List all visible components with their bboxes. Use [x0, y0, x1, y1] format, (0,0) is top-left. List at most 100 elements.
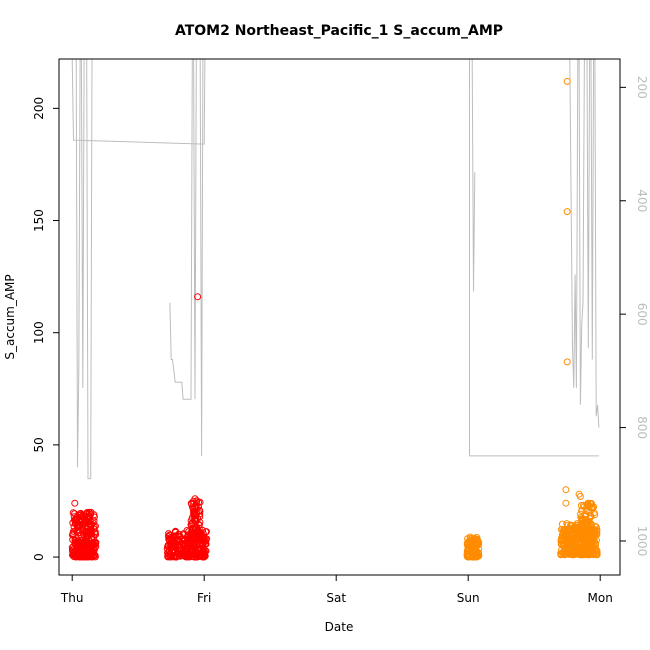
- data-point: [179, 530, 187, 538]
- data-point: [76, 522, 83, 530]
- data-point: [79, 541, 87, 549]
- data-point: [570, 546, 578, 554]
- depth-line-segment: [80, 58, 85, 388]
- data-point: [168, 543, 176, 551]
- data-point: [77, 545, 85, 553]
- data-point: [91, 538, 99, 546]
- data-point: [191, 547, 199, 554]
- y2-tick-label: 200: [635, 76, 649, 99]
- y-tick-label: 0: [32, 553, 46, 561]
- data-point: [69, 548, 77, 555]
- data-point: [172, 539, 180, 547]
- data-point: [77, 552, 85, 560]
- data-point: [70, 527, 77, 535]
- depth-line-segment: [469, 59, 599, 457]
- depth-line-segment: [193, 58, 197, 400]
- data-point: [199, 546, 207, 554]
- data-point: [578, 532, 585, 540]
- data-point: [164, 543, 172, 550]
- data-point: [74, 513, 81, 521]
- data-point: [563, 358, 571, 366]
- x-tick-label: Sat: [326, 591, 346, 605]
- data-point: [195, 535, 203, 543]
- data-point: [194, 546, 202, 554]
- data-point: [82, 516, 90, 524]
- data-point: [86, 530, 94, 538]
- data-point: [69, 509, 77, 517]
- data-point: [186, 551, 194, 559]
- data-point: [87, 510, 95, 518]
- data-point: [200, 552, 208, 560]
- data-point: [70, 551, 78, 559]
- data-point: [77, 540, 85, 548]
- data-point: [172, 553, 180, 561]
- data-point: [576, 493, 584, 500]
- data-point: [191, 495, 199, 503]
- data-point: [562, 499, 570, 507]
- depth-line-segment: [169, 58, 193, 400]
- data-point: [185, 542, 193, 550]
- x-tick-label: Mon: [588, 591, 613, 605]
- data-point: [587, 522, 595, 530]
- depth-line-segment: [471, 58, 476, 292]
- depth-line-segment: [569, 58, 579, 388]
- data-point: [589, 550, 597, 558]
- y-tick-label: 50: [32, 437, 46, 452]
- data-point: [589, 533, 597, 541]
- data-point: [190, 509, 198, 517]
- data-point: [585, 509, 593, 517]
- x-tick-label: Sun: [457, 591, 480, 605]
- data-point: [68, 544, 76, 552]
- data-point: [72, 553, 80, 561]
- data-point: [90, 546, 98, 554]
- data-point: [193, 509, 201, 517]
- y-tick-label: 200: [32, 97, 46, 120]
- plot-frame: [58, 58, 621, 576]
- depth-line-segment: [199, 58, 204, 456]
- data-point: [182, 553, 190, 561]
- data-point: [470, 542, 477, 550]
- data-point: [77, 515, 85, 523]
- chart-title: ATOM2 Northeast_Pacific_1 S_accum_AMP: [175, 23, 503, 39]
- y2-tick-label: 800: [635, 416, 649, 439]
- data-point: [196, 531, 203, 539]
- data-point: [578, 506, 586, 514]
- data-point: [557, 550, 565, 558]
- data-point: [579, 517, 586, 525]
- data-point: [168, 553, 176, 561]
- data-point: [579, 501, 587, 509]
- data-point: [563, 522, 571, 530]
- data-point: [82, 553, 90, 561]
- data-point: [189, 525, 197, 533]
- data-point: [192, 499, 200, 507]
- data-point: [91, 551, 99, 559]
- data-point: [193, 497, 201, 505]
- data-point: [565, 525, 573, 533]
- data-point: [580, 522, 588, 530]
- y-axis-left: 0 50 100 150 200: [32, 97, 59, 561]
- data-point: [199, 542, 207, 550]
- data-point: [562, 536, 570, 544]
- data-point: [176, 544, 184, 552]
- y-tick-label: 100: [32, 321, 46, 344]
- data-point: [588, 503, 596, 511]
- depth-line-segment: [75, 58, 81, 468]
- points-layer: [68, 77, 601, 561]
- x-tick-label: Fri: [197, 591, 211, 605]
- depth-line-segment: [578, 58, 585, 405]
- y-axis-label: S_accum_AMP: [3, 274, 17, 359]
- data-point: [583, 502, 591, 510]
- data-point: [188, 500, 196, 508]
- data-point: [590, 529, 598, 537]
- data-point: [589, 526, 597, 533]
- data-point: [560, 527, 568, 534]
- y-tick-label: 150: [32, 209, 46, 232]
- data-point: [86, 517, 94, 525]
- data-point: [69, 519, 77, 527]
- depth-line-segment: [586, 58, 591, 349]
- data-point: [194, 293, 202, 301]
- y2-tick-label: 1000: [635, 526, 649, 557]
- data-point: [574, 545, 582, 553]
- data-point: [577, 510, 585, 518]
